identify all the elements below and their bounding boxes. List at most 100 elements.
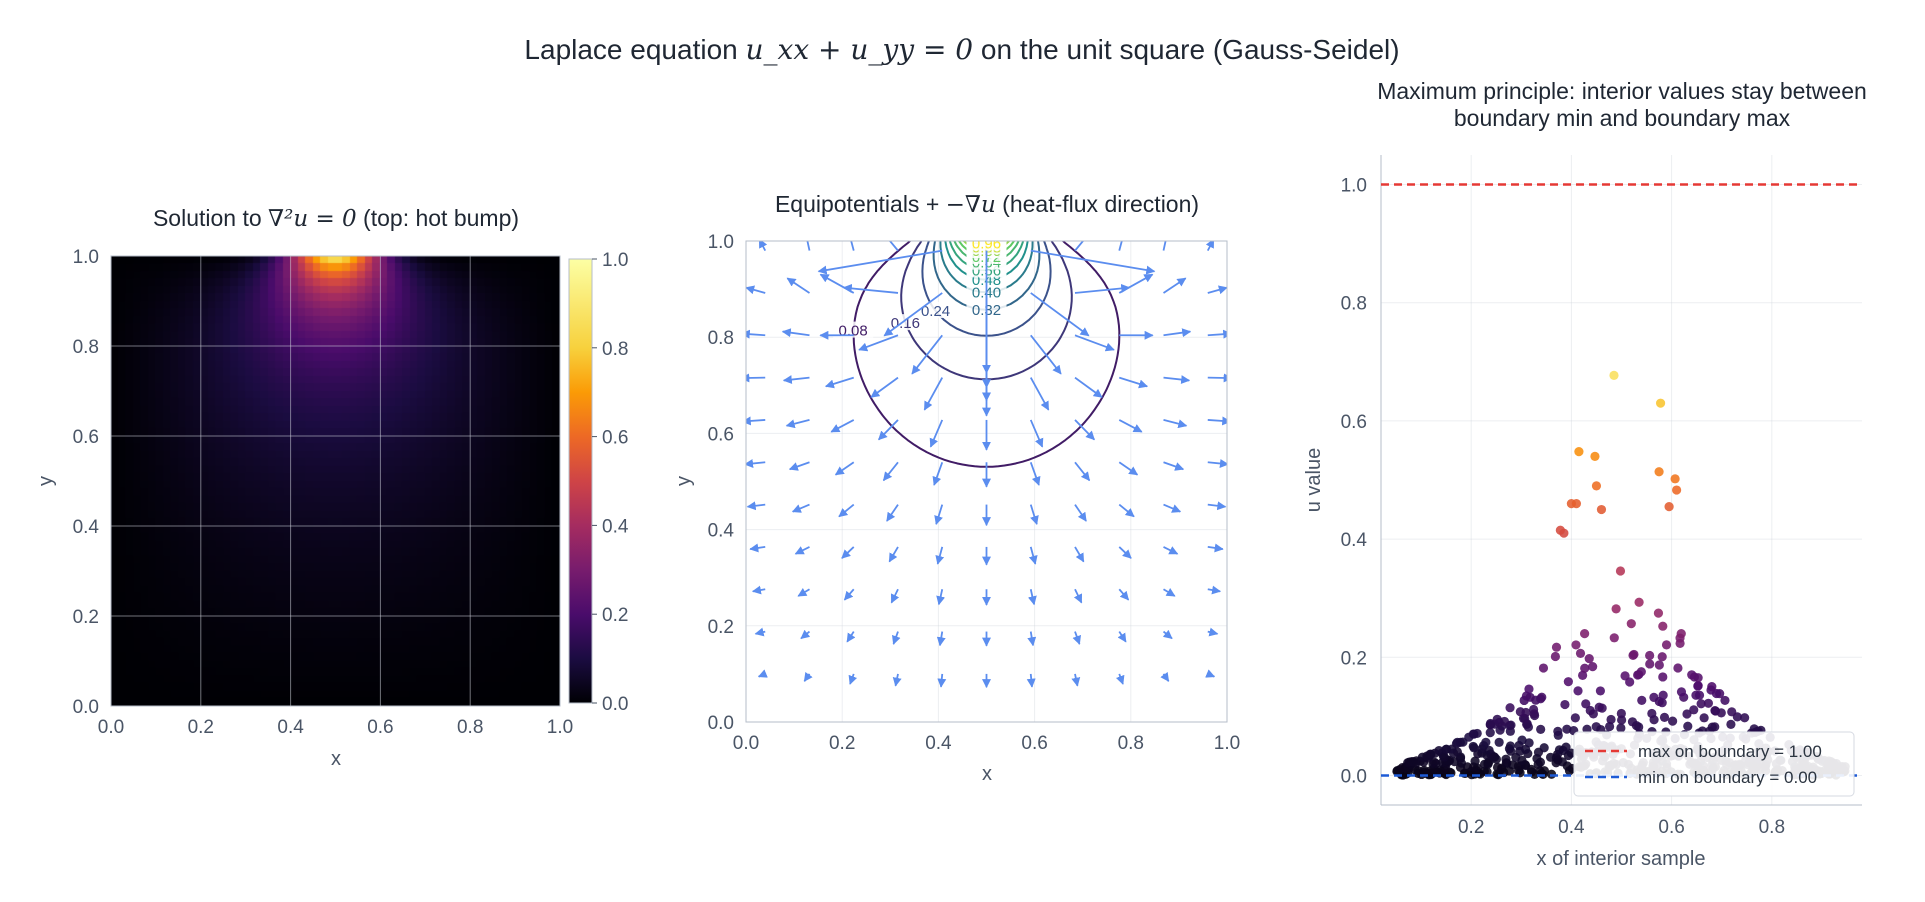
scatter-point — [1658, 672, 1668, 682]
heatmap-xtick-label: 0.4 — [277, 717, 304, 738]
scatter-point — [1658, 621, 1668, 631]
quiver-arrow — [886, 504, 899, 522]
quiver-arrow — [819, 273, 855, 294]
quiver-arrow — [1207, 459, 1227, 468]
quiver-arrow — [1163, 328, 1192, 338]
scatter-point — [1492, 762, 1503, 772]
quiver-arrow — [911, 334, 943, 375]
scatter-point — [1563, 677, 1573, 687]
quiver-arrow — [746, 329, 766, 339]
contour-ytick-label: 0.8 — [708, 328, 734, 349]
heatmap-xtick-label: 0.8 — [457, 717, 483, 738]
quiver-arrow — [746, 285, 766, 295]
quiver-arrow — [1207, 501, 1227, 511]
quiver-arrow — [1118, 461, 1139, 476]
scatter-point — [1654, 467, 1664, 477]
contour-label: 0.96 — [966, 241, 1007, 252]
scatter-point — [1654, 660, 1664, 670]
quiver-arrow — [1117, 631, 1127, 643]
quiver-arrow — [1118, 503, 1135, 518]
heatmap-ytick-label: 0.4 — [73, 517, 100, 538]
quiver-arrow — [843, 588, 855, 601]
heatmap-ytick-label: 1.0 — [73, 247, 99, 268]
contour-line — [921, 241, 1052, 337]
contour-label: 0.16 — [885, 314, 926, 332]
scatter-point — [1555, 525, 1565, 535]
colorbar-tick-label: 0.8 — [602, 339, 628, 360]
quiver-arrow — [870, 376, 899, 398]
heatmap-xtick-label: 0.6 — [367, 717, 393, 738]
scatter-panel: Maximum principle: interior values stay … — [1303, 78, 1867, 870]
contour-ylabel: y — [673, 476, 695, 486]
scatter-point — [1703, 698, 1714, 708]
quiver-arrow — [1027, 631, 1037, 647]
quiver-arrow — [797, 587, 810, 597]
quiver-arrow — [1073, 588, 1083, 604]
scatter-point — [1553, 726, 1563, 736]
quiver-arrow — [1029, 504, 1039, 525]
quiver-arrow — [1074, 419, 1095, 441]
scatter-point — [1609, 633, 1619, 643]
scatter-point — [1645, 650, 1655, 661]
quiver-arrow — [1163, 546, 1179, 555]
quiver-arrow — [937, 673, 947, 688]
scatter-point — [1649, 692, 1659, 702]
scatter-point — [1419, 765, 1429, 775]
heatmap-ylabel: y — [35, 476, 57, 486]
colorbar-tick-label: 1.0 — [602, 250, 628, 271]
quiver-arrow — [1163, 419, 1188, 429]
scatter-point — [1561, 742, 1571, 752]
legend-frame — [1573, 731, 1855, 797]
scatter-point — [1611, 604, 1621, 614]
contour-ytick-label: 0.6 — [708, 424, 734, 445]
quiver-arrow — [842, 283, 899, 294]
scatter-point — [1664, 501, 1674, 512]
scatter-point — [1596, 504, 1607, 515]
scatter-point — [1637, 695, 1647, 705]
scatter-point — [1694, 690, 1705, 700]
quiver-arrow — [935, 546, 945, 565]
contour-xtick-label: 0.4 — [925, 733, 952, 754]
quiver-arrow — [757, 669, 768, 678]
scatter-point — [1481, 737, 1491, 747]
scatter-xtick-label: 0.6 — [1658, 817, 1684, 838]
scatter-point — [1670, 474, 1680, 484]
quiver-arrow — [883, 292, 943, 337]
quiver-arrow — [754, 627, 766, 637]
quiver-arrow — [1071, 673, 1081, 687]
scatter-point — [1499, 716, 1510, 727]
scatter-ytick-label: 0.4 — [1341, 530, 1368, 551]
quiver-arrow — [929, 419, 944, 448]
scatter-point — [1574, 447, 1584, 457]
scatter-point — [1653, 608, 1664, 618]
scatter-point — [1494, 737, 1504, 747]
scatter-point — [1710, 722, 1720, 732]
scatter-point — [1591, 722, 1601, 732]
quiver-arrow — [923, 377, 944, 411]
scatter-point — [1682, 709, 1692, 719]
scatter-xtick-label: 0.8 — [1759, 817, 1785, 838]
scatter-point — [1595, 686, 1606, 696]
legend-max-label: max on boundary = 1.00 — [1638, 742, 1822, 761]
figure-suptitle: Laplace equation u_xx + u_yy = 0 on the … — [524, 33, 1399, 66]
scatter-point — [1689, 705, 1699, 715]
scatter-xtick-label: 0.4 — [1558, 817, 1585, 838]
scatter-point — [1538, 663, 1549, 673]
scatter-point — [1539, 743, 1549, 753]
heatmap-xtick-label: 1.0 — [547, 717, 573, 738]
quiver-arrow — [1030, 249, 1156, 275]
quiver-arrow — [1029, 419, 1044, 448]
quiver-arrow — [830, 419, 855, 433]
scatter-point — [1727, 707, 1737, 717]
scatter-point — [1492, 714, 1502, 724]
heatmap-ytick-label: 0.2 — [73, 607, 99, 628]
scatter-point — [1658, 690, 1668, 700]
quiver-arrow — [788, 461, 810, 471]
quiver-arrow — [1163, 587, 1176, 597]
contour-plot-area: 0.080.160.240.320.400.480.560.640.720.80… — [746, 241, 1227, 722]
scatter-point — [1626, 619, 1636, 629]
quiver-arrow — [746, 459, 766, 468]
scatter-point — [1616, 723, 1626, 733]
scatter-point — [1485, 718, 1496, 729]
